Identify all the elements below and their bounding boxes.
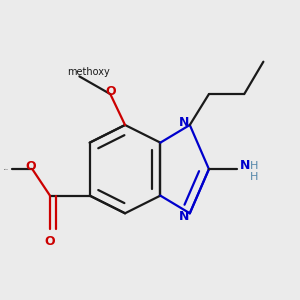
Text: methyl: methyl (3, 169, 8, 170)
Text: O: O (105, 85, 116, 98)
Text: H: H (250, 160, 258, 171)
Text: N: N (179, 116, 190, 128)
Text: methoxy: methoxy (67, 67, 110, 77)
Text: methoxy: methoxy (75, 70, 82, 72)
Text: O: O (26, 160, 36, 173)
Text: N: N (179, 210, 190, 223)
Text: O: O (45, 236, 55, 248)
Text: H: H (250, 172, 258, 182)
Text: N: N (240, 159, 250, 172)
